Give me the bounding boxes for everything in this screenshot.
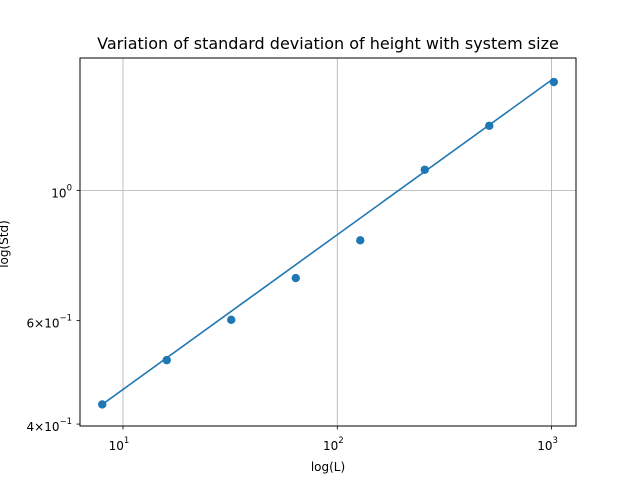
x-tick-exponent: 1 [124,436,129,446]
x-tick-exponent: 2 [338,436,343,446]
y-axis-label: log(Std) [0,220,11,268]
y-tick-exponent: 0 [67,183,72,193]
grid [80,58,576,426]
data-point [162,355,171,365]
chart-title: Variation of standard deviation of heigh… [97,34,559,53]
plot-frame [79,57,577,427]
x-axis-label: log(L) [311,460,345,474]
data-point [420,165,429,174]
fit-line [101,77,555,406]
y-tick-exponent: −1 [59,417,72,427]
plot-series [98,77,558,409]
x-tick-exponent: 3 [553,436,558,446]
data-point [227,315,236,324]
y-tick-exponent: −1 [59,314,72,324]
data-point [356,236,365,245]
data-point [291,273,300,283]
